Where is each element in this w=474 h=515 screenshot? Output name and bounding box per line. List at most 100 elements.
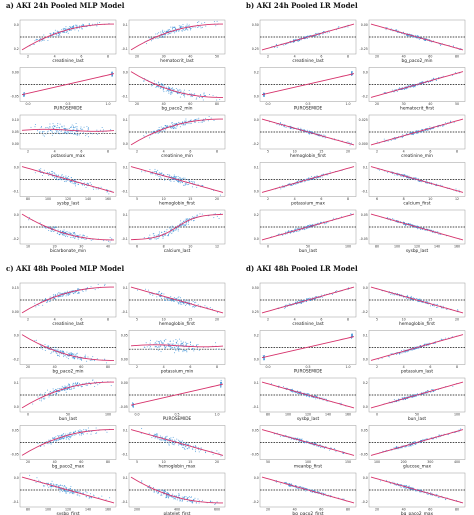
data-point bbox=[172, 178, 174, 180]
data-point bbox=[309, 297, 311, 299]
data-point bbox=[184, 177, 186, 179]
data-point bbox=[220, 383, 222, 385]
data-point bbox=[162, 84, 164, 86]
data-point bbox=[69, 293, 71, 295]
data-point bbox=[64, 234, 66, 236]
data-point bbox=[278, 124, 280, 126]
data-point bbox=[408, 223, 410, 225]
data-point bbox=[161, 172, 163, 174]
data-point bbox=[285, 306, 287, 308]
data-point bbox=[55, 129, 57, 131]
data-point bbox=[93, 494, 95, 496]
data-point bbox=[74, 434, 76, 436]
data-point bbox=[35, 339, 37, 341]
fit-line bbox=[130, 476, 224, 504]
data-point bbox=[57, 229, 59, 231]
data-point bbox=[63, 180, 65, 182]
data-point bbox=[184, 184, 186, 186]
data-point bbox=[56, 131, 58, 133]
data-point bbox=[431, 78, 433, 80]
data-point bbox=[53, 348, 55, 350]
data-point bbox=[192, 348, 194, 350]
data-point bbox=[90, 286, 92, 288]
data-point bbox=[307, 225, 309, 227]
x-tick-label: 10 bbox=[402, 318, 406, 322]
data-point bbox=[175, 176, 177, 178]
data-point bbox=[414, 34, 416, 36]
data-point bbox=[194, 216, 196, 218]
data-point bbox=[151, 131, 153, 133]
data-point bbox=[68, 385, 70, 387]
data-point bbox=[59, 32, 61, 34]
data-point bbox=[47, 346, 49, 348]
data-point bbox=[421, 299, 423, 301]
data-point bbox=[174, 299, 176, 301]
data-point bbox=[280, 122, 282, 124]
x-tick-label: 10 bbox=[162, 318, 166, 322]
data-point bbox=[166, 86, 168, 88]
data-point bbox=[190, 95, 192, 97]
data-point bbox=[458, 189, 460, 191]
data-point bbox=[280, 122, 282, 124]
data-point bbox=[64, 385, 66, 387]
data-point bbox=[68, 352, 70, 354]
data-point bbox=[34, 40, 36, 42]
data-point bbox=[51, 131, 53, 133]
data-point bbox=[185, 344, 187, 346]
data-point bbox=[193, 93, 195, 95]
data-point bbox=[52, 388, 54, 390]
data-point bbox=[167, 442, 169, 444]
data-point bbox=[181, 446, 183, 448]
data-point bbox=[401, 137, 403, 139]
data-point bbox=[85, 491, 87, 493]
data-point bbox=[181, 224, 183, 226]
data-point bbox=[70, 491, 72, 493]
x-tick-label: 20 bbox=[135, 55, 139, 59]
data-point bbox=[178, 494, 180, 496]
data-point bbox=[175, 27, 177, 29]
y-tick-label: 0.05 bbox=[12, 130, 19, 134]
data-point bbox=[183, 303, 185, 305]
data-point bbox=[41, 125, 43, 127]
data-point bbox=[154, 341, 156, 343]
data-point bbox=[402, 174, 404, 176]
data-point bbox=[70, 177, 72, 179]
data-point bbox=[215, 25, 217, 27]
data-point bbox=[93, 495, 95, 497]
data-point bbox=[65, 26, 67, 28]
data-point bbox=[173, 27, 175, 29]
data-point bbox=[63, 125, 65, 127]
data-point bbox=[276, 123, 278, 125]
data-point bbox=[176, 499, 178, 501]
data-point bbox=[298, 228, 300, 230]
data-point bbox=[184, 225, 186, 227]
data-point bbox=[167, 495, 169, 497]
data-point bbox=[78, 27, 80, 29]
data-point bbox=[174, 440, 176, 442]
x-tick-label: 140 bbox=[85, 508, 91, 512]
data-point bbox=[406, 34, 408, 36]
data-point bbox=[158, 492, 160, 494]
data-point bbox=[45, 133, 47, 135]
data-point bbox=[56, 226, 58, 228]
data-point bbox=[158, 32, 160, 34]
data-point bbox=[166, 435, 168, 437]
data-point bbox=[72, 492, 74, 494]
data-point bbox=[434, 232, 436, 234]
data-point bbox=[71, 133, 73, 135]
data-point bbox=[143, 237, 145, 239]
data-point bbox=[81, 359, 83, 361]
data-point bbox=[157, 169, 159, 171]
data-point bbox=[396, 354, 398, 356]
data-point bbox=[68, 132, 70, 134]
data-point bbox=[69, 26, 71, 28]
data-point bbox=[49, 486, 51, 488]
data-point bbox=[165, 298, 167, 300]
data-point bbox=[166, 495, 168, 497]
data-point bbox=[169, 346, 171, 348]
x-tick-label: 2 bbox=[136, 150, 138, 154]
y-tick-label: -0.2 bbox=[253, 142, 259, 146]
